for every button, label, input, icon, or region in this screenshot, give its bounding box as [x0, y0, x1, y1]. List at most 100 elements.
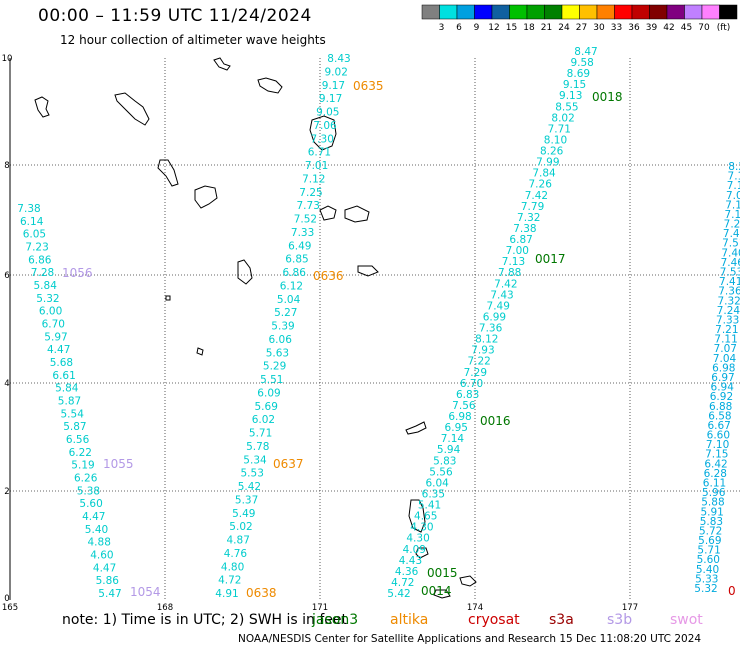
- colorbar-swatch: [509, 4, 528, 20]
- wave-height-label: 4.88: [88, 537, 111, 549]
- wave-height-label: 7.52: [294, 214, 317, 226]
- colorbar-swatch: [544, 4, 563, 20]
- island-outline: [237, 259, 253, 285]
- pass-time-label: 0638: [246, 586, 277, 600]
- wave-height-label: 6.70: [42, 319, 65, 331]
- wave-height-label: 7.29: [464, 367, 487, 379]
- wave-height-label: 7.26: [529, 179, 553, 191]
- wave-height-label: 7.32: [517, 212, 540, 224]
- wave-height-label: 6.11: [703, 478, 726, 490]
- map-subtitle: 12 hour collection of altimeter wave hei…: [60, 33, 326, 47]
- lat-tick-label: 8: [4, 161, 9, 171]
- island-outline: [433, 589, 451, 599]
- colorbar-tick-label: 33: [611, 23, 622, 33]
- wave-height-label: 6.83: [456, 389, 479, 401]
- wave-height-label: 7.40: [721, 247, 740, 259]
- track-s3b: 7.386.146.057.236.867.285.845.326.006.70…: [17, 203, 160, 600]
- island-outline: [309, 115, 337, 151]
- colorbar-swatch: [439, 4, 458, 20]
- wave-height-label: 7.33: [291, 227, 314, 239]
- wave-height-label: 4.47: [47, 344, 70, 356]
- lat-tick-label: 2: [4, 487, 9, 497]
- wave-height-label: 8.69: [567, 68, 590, 80]
- island-outline: [34, 96, 50, 118]
- wave-height-label: 5.40: [85, 524, 108, 536]
- wave-height-label: 5.39: [271, 321, 294, 333]
- wave-height-label: 5.97: [44, 331, 67, 343]
- wave-height-label: 7.42: [525, 190, 548, 202]
- wave-height-label: 7.99: [536, 157, 559, 169]
- colorbar-swatch: [579, 4, 598, 20]
- wave-height-label: 7.56: [452, 400, 476, 412]
- color-scale-bar: 3 6 9 12 15 18 21 24 27 30 33 36 39 42 45 70 (ft): [421, 4, 738, 33]
- wave-height-label: 7.21: [715, 324, 738, 336]
- wave-height-label: 5.42: [238, 481, 261, 493]
- wave-height-label: 8.47: [574, 46, 597, 58]
- island-outline: [165, 295, 171, 301]
- colorbar-tick-label: 3: [439, 23, 445, 33]
- credit-line: NOAA/NESDIS Center for Satellite Applica…: [238, 633, 702, 645]
- wave-height-label: 4.76: [224, 548, 248, 560]
- wave-height-label: 4.30: [410, 522, 433, 534]
- wave-height-label: 8.02: [551, 112, 574, 124]
- wave-height-label: 6.98: [712, 362, 735, 374]
- wave-height-label: 7.93: [471, 345, 494, 357]
- wave-height-label: 5.27: [274, 307, 297, 319]
- wave-height-label: 4.60: [90, 550, 113, 562]
- legend-altika: altika: [390, 612, 429, 628]
- wave-height-label: 5.51: [260, 374, 283, 386]
- wave-height-label: 7.30: [311, 133, 334, 145]
- pass-time-label: 1055: [103, 457, 134, 471]
- wave-height-label: 5.33: [695, 573, 718, 585]
- island-outline: [196, 347, 204, 356]
- lat-tick-label: 6: [4, 271, 9, 281]
- wave-height-label: 5.49: [232, 508, 255, 520]
- wave-height-label: 5.71: [249, 428, 272, 440]
- lat-tick-label: 4: [4, 379, 9, 389]
- colorbar-tick-label: 15: [506, 23, 517, 33]
- wave-height-label: 9.17: [322, 80, 345, 92]
- wave-height-label: 6.85: [285, 254, 308, 266]
- wave-height-label: 5.19: [71, 460, 94, 472]
- wave-height-label: 7.79: [521, 201, 544, 213]
- wave-height-label: 7.36: [479, 323, 503, 335]
- wave-height-label: 7.84: [532, 168, 556, 180]
- wave-height-label: 5.47: [98, 588, 121, 600]
- wave-height-label: 5.38: [77, 485, 100, 497]
- island-outline: [408, 499, 426, 533]
- wave-height-label: 7.32: [717, 295, 740, 307]
- wave-height-label: 7.10: [706, 439, 729, 451]
- island-outlines: [34, 57, 477, 599]
- wave-height-label: 5.37: [235, 494, 258, 506]
- wave-height-label: 7.15: [705, 449, 728, 461]
- wave-height-label: 6.86: [28, 254, 52, 266]
- colorbar-swatch: [614, 4, 633, 20]
- wave-height-label: 7.38: [513, 223, 536, 235]
- wave-height-label: 7.22: [467, 356, 490, 368]
- wave-height-label: 7.36: [718, 286, 740, 298]
- wave-height-label: 5.32: [694, 583, 717, 595]
- island-outline: [357, 265, 379, 277]
- wave-height-label: 7.41: [719, 276, 740, 288]
- wave-height-label: 7.09: [726, 190, 740, 202]
- colorbar-swatch: [596, 4, 615, 20]
- wave-height-label: 5.68: [50, 357, 73, 369]
- wave-height-label: 5.60: [79, 498, 102, 510]
- wave-height-label: 6.22: [69, 447, 92, 459]
- legend-swot: swot: [670, 612, 703, 628]
- wave-height-label: 6.88: [709, 401, 732, 413]
- wave-height-label: 7.00: [506, 245, 529, 257]
- wave-height-label: 7.46: [721, 257, 740, 269]
- note-text: note: 1) Time is in UTC; 2) SWH is in fe…: [62, 612, 348, 628]
- wave-height-label: 8.12: [475, 334, 498, 346]
- wave-height-label: 7.43: [490, 289, 513, 301]
- wave-height-label: 8.29: [728, 161, 740, 173]
- wave-height-label: 4.65: [414, 511, 437, 523]
- pass-time-label: 0: [728, 584, 736, 598]
- colorbar-swatch: [631, 4, 650, 20]
- wave-height-label: 9.58: [570, 57, 593, 69]
- wave-height-label: 9.13: [559, 90, 582, 102]
- wave-height-label: 7.88: [498, 267, 521, 279]
- wave-height-label: 6.97: [711, 372, 734, 384]
- wave-height-label: 5.88: [701, 497, 724, 509]
